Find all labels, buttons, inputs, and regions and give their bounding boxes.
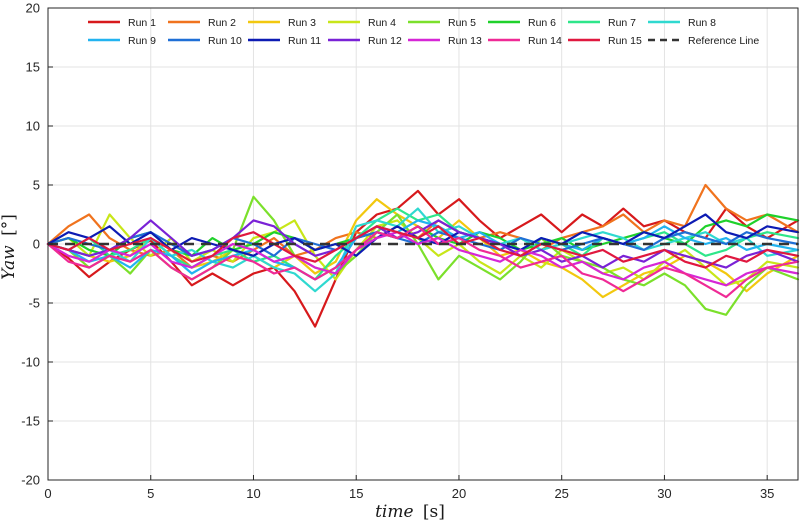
y-tick-label: 10 <box>26 119 40 134</box>
legend-label: Run 6 <box>528 17 556 29</box>
y-axis-label-unit: [°] <box>0 214 19 236</box>
x-tick-label: 25 <box>554 486 568 501</box>
y-tick-label: -15 <box>21 414 40 429</box>
y-axis-label-main: Yaw <box>0 245 19 280</box>
legend-label: Run 2 <box>208 17 236 29</box>
y-tick-label: 15 <box>26 60 40 75</box>
legend-item: Run 1 <box>88 17 156 29</box>
legend-item: Run 12 <box>328 35 402 47</box>
legend-label: Run 8 <box>688 17 716 29</box>
legend-item: Run 6 <box>488 17 556 29</box>
x-tick-label: 30 <box>657 486 671 501</box>
legend-label: Run 5 <box>448 17 476 29</box>
legend-label: Run 1 <box>128 17 156 29</box>
legend-item: Run 15 <box>568 35 642 47</box>
x-tick-label: 0 <box>44 486 51 501</box>
legend-item: Run 11 <box>248 35 321 47</box>
legend-label: Reference Line <box>688 35 759 47</box>
series-line-run-9 <box>46 219 800 281</box>
x-tick-label: 20 <box>452 486 466 501</box>
legend-label: Run 3 <box>288 17 316 29</box>
legend-item: Run 9 <box>88 35 156 47</box>
legend-label: Run 9 <box>128 35 156 47</box>
series-layer <box>46 183 800 328</box>
y-tick-label: -5 <box>28 296 40 311</box>
legend-item: Run 13 <box>408 35 482 47</box>
legend-label: Run 7 <box>608 17 636 29</box>
series-line-run-15 <box>46 225 800 269</box>
ticks: 0 5 10 15 20 25 30 35 -20 -15 -10 -5 0 5 10 15 20 <box>21 1 774 502</box>
legend-item: Run 4 <box>328 17 396 29</box>
x-axis-label: time [s] <box>375 502 445 522</box>
legend-label: Run 10 <box>208 35 242 47</box>
x-tick-label: 35 <box>760 486 774 501</box>
y-tick-label: -10 <box>21 355 40 370</box>
y-tick-label: -20 <box>21 473 40 488</box>
legend-label: Run 11 <box>288 35 321 47</box>
y-axis-label: Yaw [°] <box>0 214 19 280</box>
legend-label: Run 12 <box>368 35 402 47</box>
x-tick-label: 5 <box>147 486 154 501</box>
x-axis-label-main: time <box>375 502 413 522</box>
legend-item: Run 5 <box>408 17 476 29</box>
grid <box>48 8 798 480</box>
series-line-run-13 <box>46 231 800 287</box>
legend-item: Run 10 <box>168 35 242 47</box>
series-line-run-14 <box>46 225 800 299</box>
legend-item: Run 3 <box>248 17 316 29</box>
legend-label: Run 4 <box>368 17 396 29</box>
y-tick-label: 0 <box>33 237 40 252</box>
legend-label: Run 15 <box>608 35 642 47</box>
legend-item: Run 2 <box>168 17 236 29</box>
legend: Run 1 Run 2 Run 3 Run 4 Run 5 Run 6 Run 7 Run 8… <box>88 17 759 47</box>
x-axis-label-unit: [s] <box>423 502 445 522</box>
legend-label: Run 14 <box>528 35 562 47</box>
legend-item: Run 14 <box>488 35 562 47</box>
y-tick-label: 5 <box>33 178 40 193</box>
legend-label: Run 13 <box>448 35 482 47</box>
legend-item: Run 7 <box>568 17 636 29</box>
plot-border <box>47 7 799 481</box>
x-tick-label: 10 <box>246 486 260 501</box>
legend-item: Run 8 <box>648 17 716 29</box>
y-tick-label: 20 <box>26 1 40 16</box>
x-tick-label: 15 <box>349 486 363 501</box>
legend-item: Reference Line <box>648 35 759 47</box>
